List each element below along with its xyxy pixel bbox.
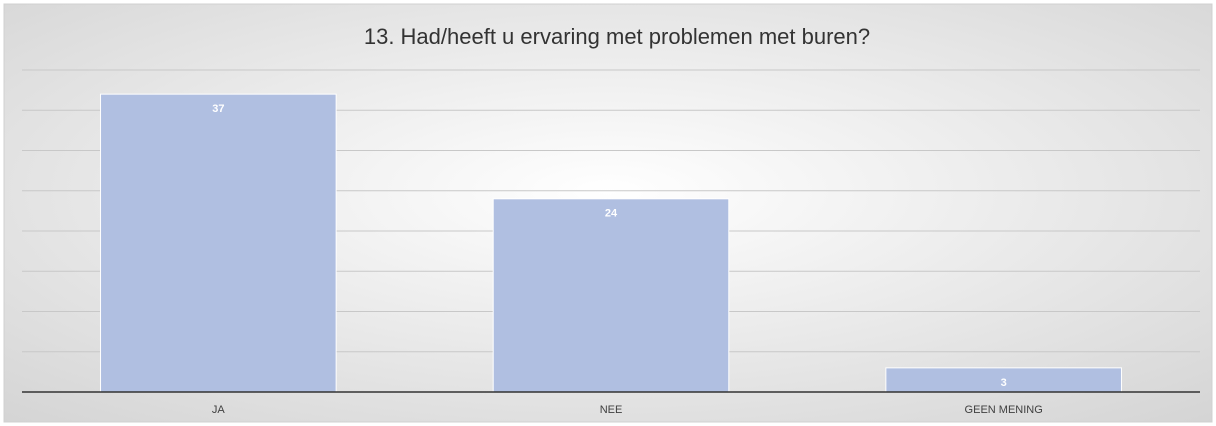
data-label: 24	[605, 208, 618, 220]
x-tick-label: NEE	[600, 404, 623, 416]
x-tick-label: JA	[212, 404, 226, 416]
chart-title: 13. Had/heeft u ervaring met problemen m…	[364, 24, 870, 49]
bar	[492, 198, 730, 393]
bar	[100, 93, 337, 393]
data-label: 3	[1001, 377, 1007, 389]
data-label: 37	[212, 103, 224, 115]
x-tick-label: GEEN MENING	[965, 404, 1043, 416]
